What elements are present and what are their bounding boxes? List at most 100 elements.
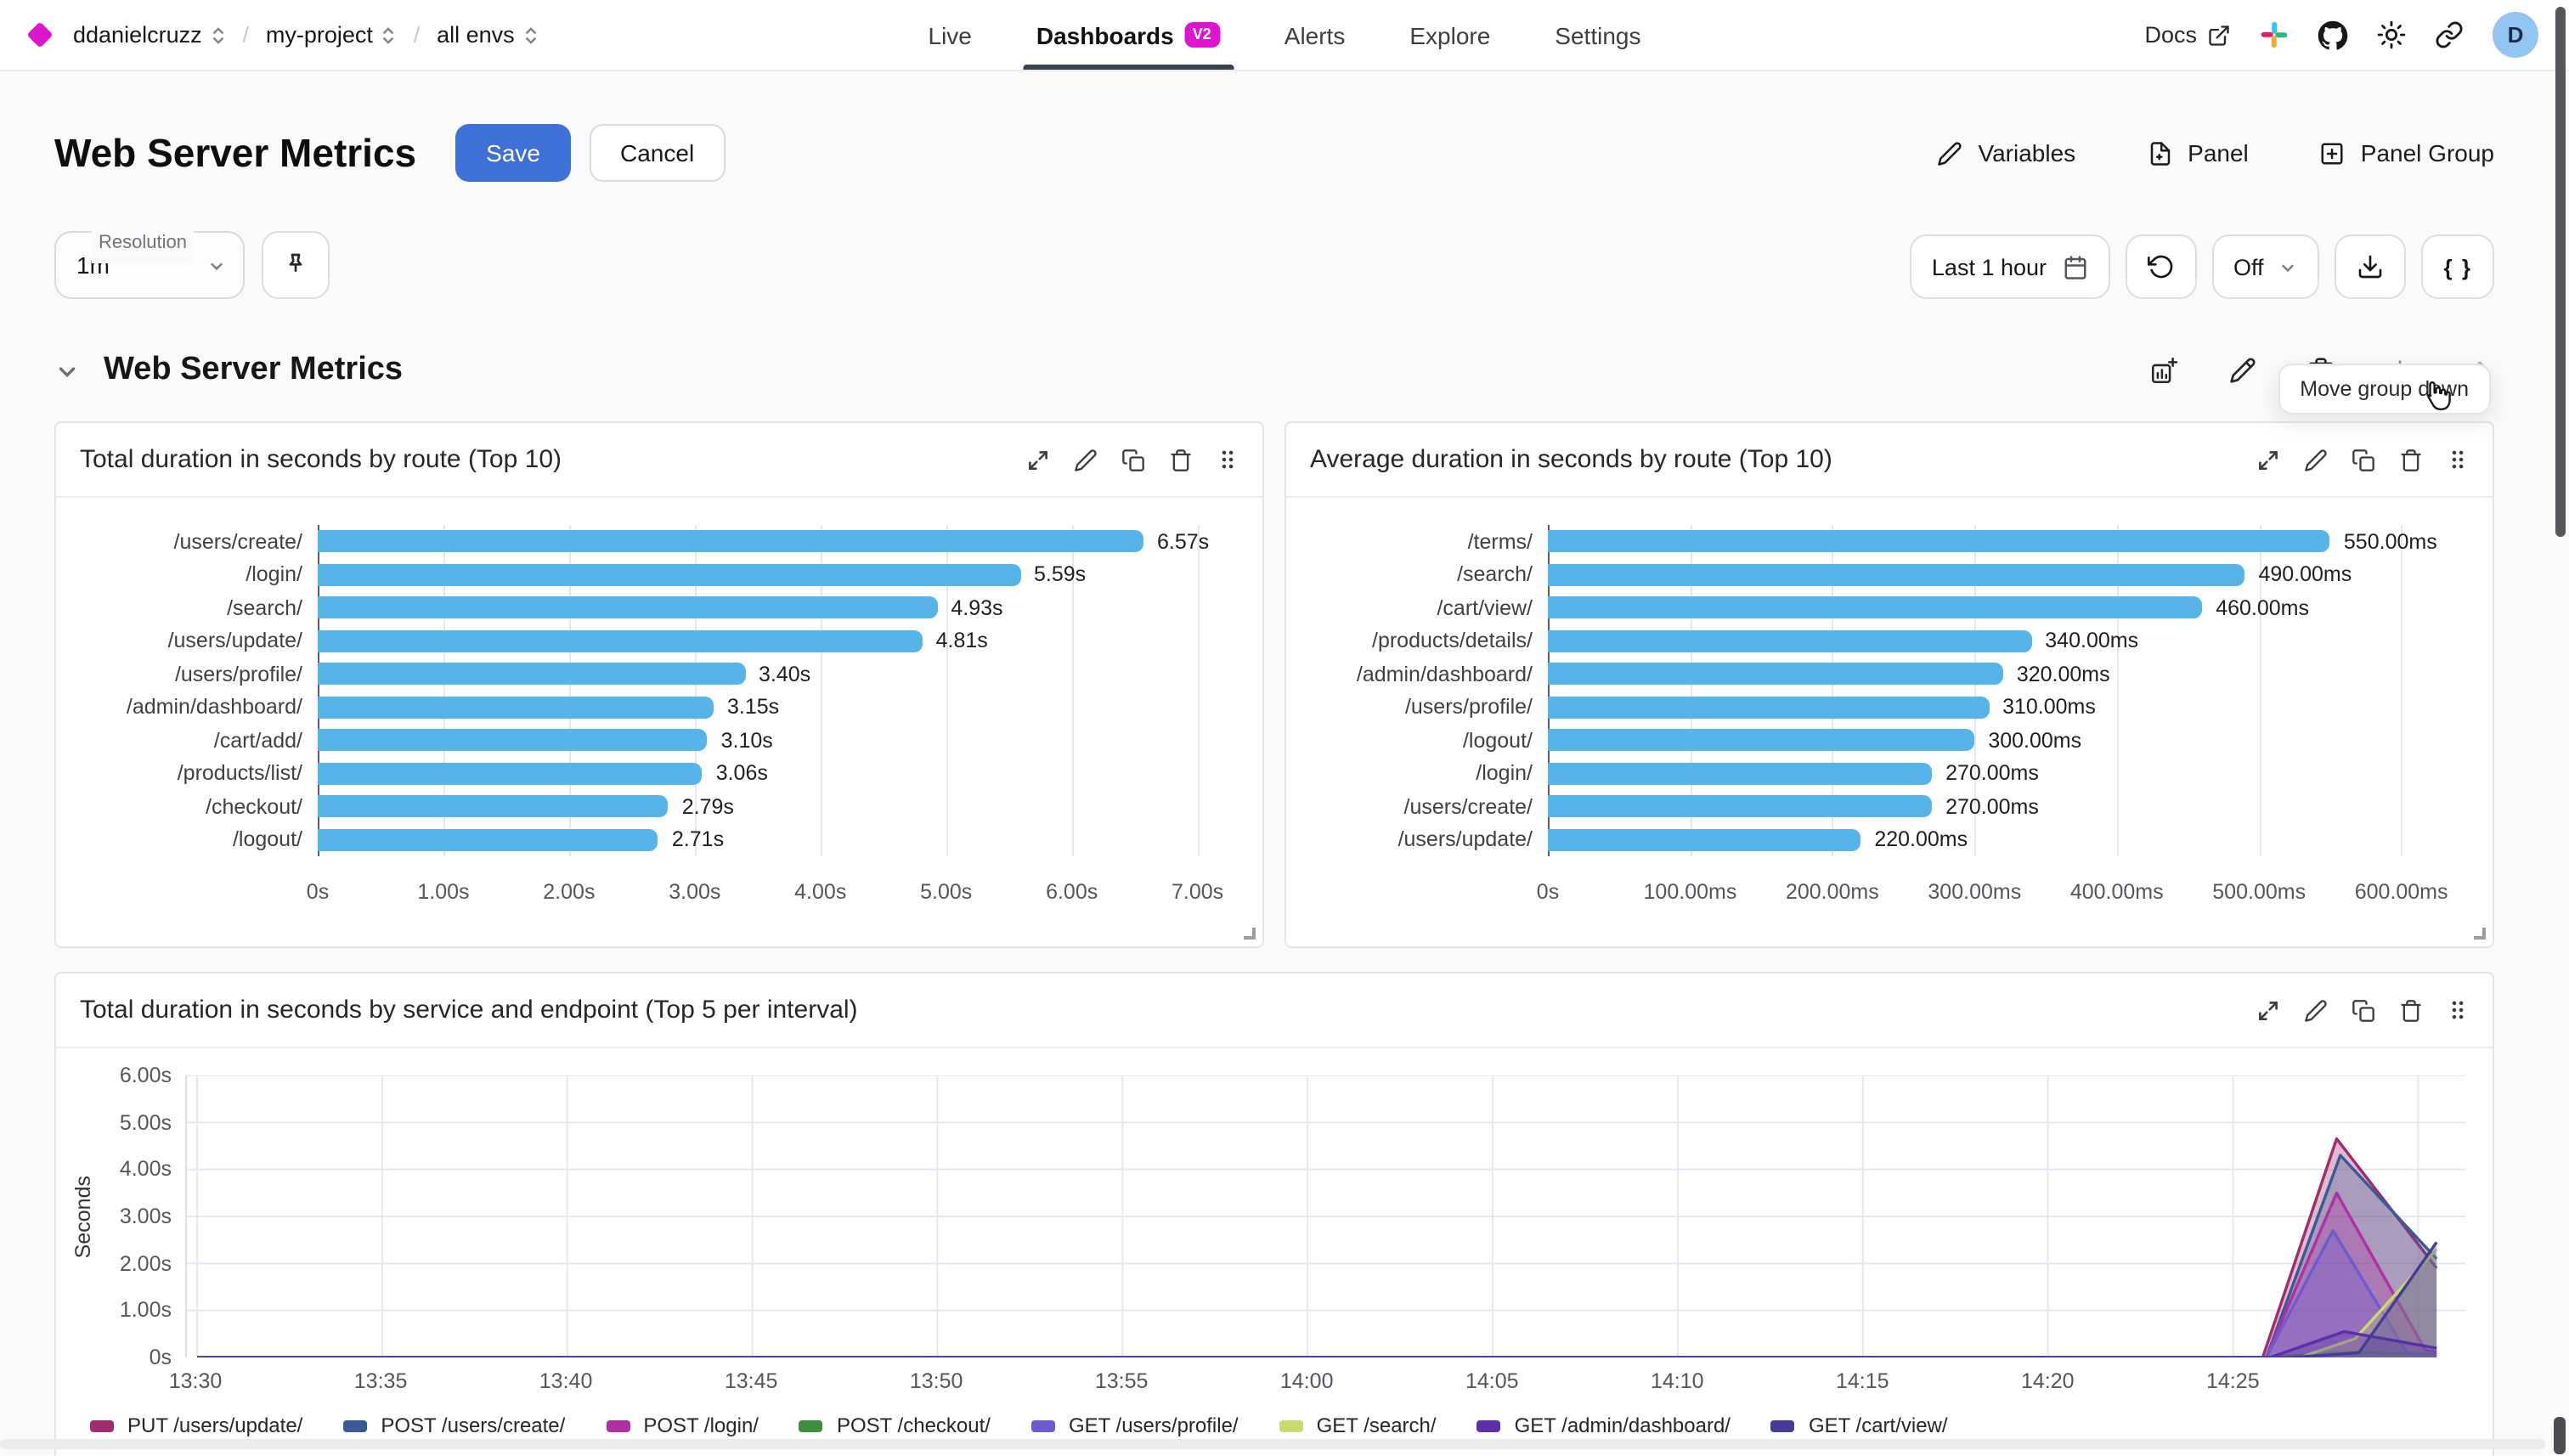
theme-sun-icon[interactable] [2377,20,2406,49]
bar[interactable] [1548,563,2245,586]
bar-rows: 6.57s 5.59s 4.93s 4.81s 3.40s 3.15s 3.10s 3.06s… [318,525,1235,856]
delete-panel-icon[interactable] [1169,448,1193,471]
edit-group-icon[interactable] [2229,357,2256,384]
legend-item[interactable]: POST /checkout/ [799,1414,991,1437]
pin-resolution-button[interactable] [262,231,330,299]
drag-handle-icon[interactable] [1217,449,1239,471]
add-panel-to-group-icon[interactable] [2149,356,2178,385]
legend-item[interactable]: GET /users/profile/ [1030,1414,1239,1437]
drag-handle-icon[interactable] [2447,999,2469,1021]
series-area [197,1249,2437,1357]
docs-link[interactable]: Docs [2144,22,2231,48]
tab-live[interactable]: Live [928,21,972,48]
x-tick-label: 600.00ms [2354,880,2448,904]
bar[interactable] [318,795,669,818]
horizontal-scrollbar[interactable] [0,1439,2545,1449]
bar-category-label: /users/create/ [173,529,302,554]
time-plot[interactable] [185,1075,2465,1357]
share-link-icon[interactable] [2435,20,2464,49]
panel-resize-handle[interactable] [2474,928,2486,940]
breadcrumb-org[interactable]: ddanielcruzz [73,22,226,48]
bar-value-label: 270.00ms [1945,794,2039,819]
breadcrumb-env-label: all envs [437,22,515,48]
delete-panel-icon[interactable] [2399,448,2423,471]
legend-label: GET /cart/view/ [1808,1414,1948,1437]
bar-row: 300.00ms [1548,724,2465,757]
edit-panel-icon[interactable] [2304,998,2328,1022]
legend-item[interactable]: GET /cart/view/ [1770,1414,1948,1437]
add-panel-button[interactable]: Panel [2147,139,2249,166]
bar-value-label: 2.79s [681,794,734,819]
bar[interactable] [1548,596,2203,619]
updown-chevron-icon [211,25,226,45]
add-panel-group-button[interactable]: Panel Group [2320,139,2494,166]
series-line[interactable] [197,1137,2438,1357]
collapse-chevron-icon[interactable] [54,358,80,383]
time-range-picker[interactable]: Last 1 hour [1909,234,2109,299]
series-line[interactable] [197,1191,2437,1357]
bar-gridlines [318,525,1235,856]
bar[interactable] [1548,663,2003,686]
tab-dashboards[interactable]: Dashboards V2 [1022,0,1234,70]
bar[interactable] [318,663,745,686]
series-line[interactable] [197,1154,2438,1357]
bar[interactable] [318,762,703,785]
series-line[interactable] [197,1228,2437,1357]
series-line[interactable] [197,1329,2437,1357]
variables-button[interactable]: Variables [1938,139,2075,166]
edit-panel-icon[interactable] [1074,448,1098,471]
bar[interactable] [1548,629,2032,652]
vertical-scrollbar[interactable] [2555,7,2566,537]
bar-gridlines [1548,525,2465,856]
edit-panel-icon[interactable] [2304,448,2328,471]
bar[interactable] [1548,795,1933,818]
breadcrumb-env[interactable]: all envs [437,22,539,48]
clone-panel-icon[interactable] [2352,998,2375,1022]
bar[interactable] [318,828,658,851]
bar[interactable] [1548,828,1861,851]
cancel-button[interactable]: Cancel [590,124,726,182]
series-line[interactable] [197,1241,2438,1357]
bar[interactable] [1548,762,1933,785]
legend-item[interactable]: GET /search/ [1279,1414,1437,1437]
resolution-select[interactable]: Resolution 1m [54,223,245,299]
expand-icon[interactable] [1026,448,1050,471]
bar[interactable] [1548,530,2330,553]
bar[interactable] [318,596,938,619]
panel-resize-handle[interactable] [1244,928,1256,940]
scrollbar-corner-thumb[interactable] [2554,1417,2566,1454]
tab-alerts[interactable]: Alerts [1284,21,1346,48]
series-line[interactable] [197,1248,2438,1357]
user-avatar[interactable]: D [2493,12,2538,58]
save-button[interactable]: Save [455,124,571,182]
json-view-button[interactable]: { } [2421,234,2494,299]
tab-settings[interactable]: Settings [1555,21,1641,48]
auto-refresh-select[interactable]: Off [2211,234,2320,299]
bar[interactable] [318,729,708,752]
drag-handle-icon[interactable] [2447,449,2469,471]
github-icon[interactable] [2318,20,2348,50]
legend-item[interactable]: PUT /users/update/ [90,1414,302,1437]
bar[interactable] [318,563,1020,586]
bar[interactable] [1548,729,1975,752]
legend-item[interactable]: POST /users/create/ [343,1414,565,1437]
legend-item[interactable]: GET /admin/dashboard/ [1476,1414,1731,1437]
legend-item[interactable]: POST /login/ [606,1414,759,1437]
x-tick-label: 300.00ms [1928,880,2022,904]
y-tick-label: 5.00s [119,1110,172,1135]
brand-logo-icon[interactable] [26,21,54,48]
refresh-button[interactable] [2125,234,2196,299]
breadcrumb-project[interactable]: my-project [266,22,397,48]
download-button[interactable] [2335,234,2407,299]
bar[interactable] [318,530,1143,553]
delete-panel-icon[interactable] [2399,998,2423,1022]
clone-panel-icon[interactable] [1121,448,1145,471]
slack-icon[interactable] [2260,20,2289,49]
clone-panel-icon[interactable] [2352,448,2375,471]
bar[interactable] [1548,696,1990,719]
expand-icon[interactable] [2256,448,2280,471]
expand-icon[interactable] [2256,998,2280,1022]
bar[interactable] [318,696,714,719]
bar[interactable] [318,629,923,652]
tab-explore[interactable]: Explore [1409,21,1491,48]
